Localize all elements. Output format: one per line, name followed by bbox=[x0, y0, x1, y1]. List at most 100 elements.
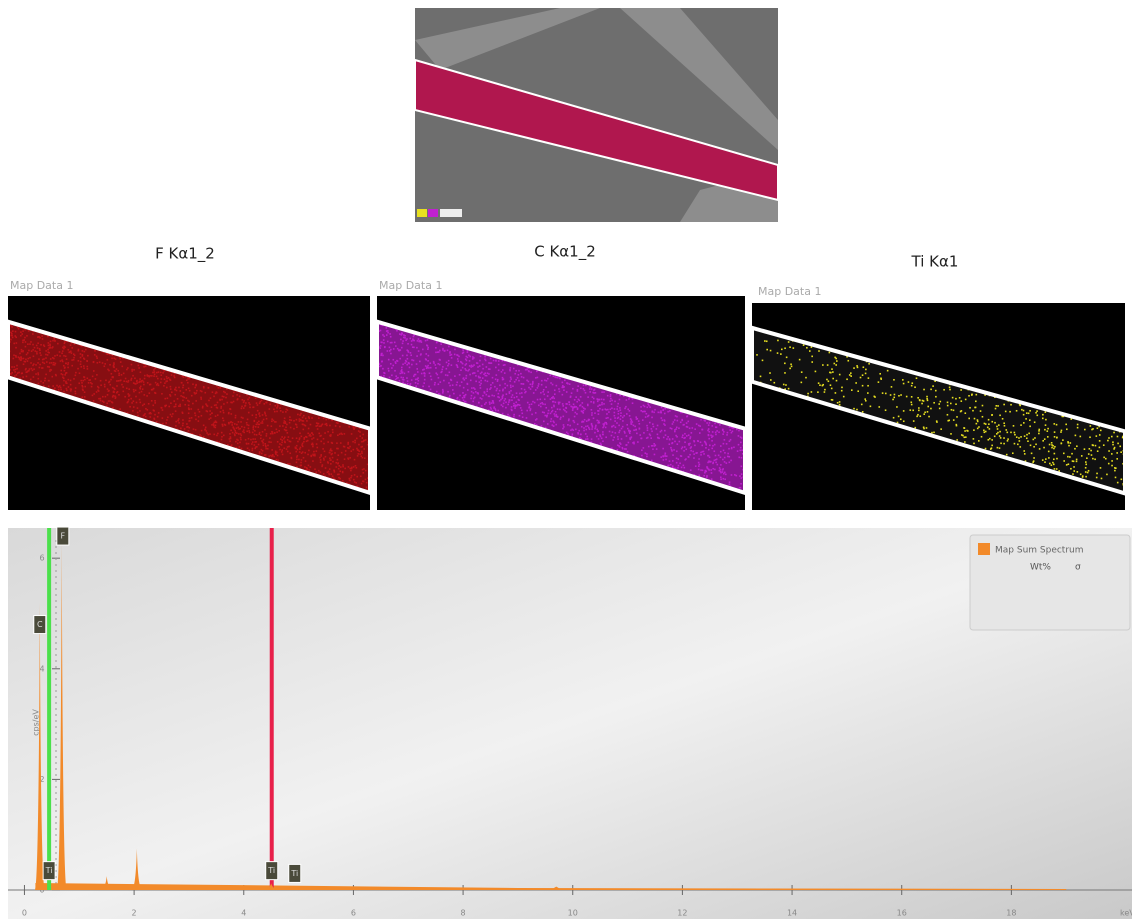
map-dot bbox=[810, 391, 813, 393]
map-dot bbox=[308, 469, 310, 471]
map-dot bbox=[802, 344, 805, 346]
map-dot bbox=[183, 428, 186, 430]
map-dot bbox=[934, 389, 937, 392]
map-dot bbox=[53, 364, 56, 366]
map-dot bbox=[261, 440, 263, 442]
map-dot bbox=[1116, 452, 1118, 454]
map-dot bbox=[1100, 477, 1103, 480]
map-dot bbox=[459, 361, 462, 363]
map-dot bbox=[341, 433, 343, 436]
map-dot bbox=[980, 435, 983, 438]
map-dot bbox=[407, 342, 409, 345]
map-dot bbox=[699, 425, 701, 427]
map-dot bbox=[510, 396, 513, 398]
map-dot bbox=[1056, 457, 1058, 460]
map-dot bbox=[380, 354, 383, 357]
map-dot bbox=[1042, 413, 1044, 416]
map-dot bbox=[283, 447, 286, 450]
map-dot bbox=[29, 356, 31, 359]
map-dot bbox=[728, 455, 731, 458]
map-dot bbox=[518, 414, 521, 417]
map-dot bbox=[1113, 448, 1115, 450]
map-dot bbox=[489, 357, 492, 360]
map-dot bbox=[724, 451, 726, 454]
map-dot bbox=[583, 427, 585, 429]
map-dot bbox=[591, 396, 594, 398]
map-dot bbox=[448, 345, 450, 348]
map-dot bbox=[999, 437, 1002, 439]
map-dot bbox=[660, 456, 662, 458]
map-dot bbox=[84, 378, 86, 381]
map-dot bbox=[494, 378, 497, 381]
map-dot bbox=[45, 361, 48, 363]
map-dot bbox=[394, 361, 397, 363]
map-dot bbox=[542, 420, 545, 423]
map-dot bbox=[833, 362, 836, 365]
map-dot bbox=[715, 433, 717, 436]
map-dot bbox=[69, 379, 72, 382]
map-dot bbox=[622, 420, 624, 422]
map-dot bbox=[219, 399, 221, 401]
map-dot bbox=[390, 348, 392, 351]
map-dot bbox=[330, 473, 333, 475]
map-dot bbox=[551, 424, 554, 426]
map-dot bbox=[153, 373, 156, 376]
map-dot bbox=[470, 397, 472, 400]
map-dot bbox=[517, 364, 519, 366]
map-dot bbox=[209, 410, 211, 412]
map-dot bbox=[295, 450, 298, 453]
map-dot bbox=[430, 378, 433, 381]
map-dot bbox=[576, 408, 579, 411]
map-dot bbox=[435, 367, 437, 369]
map-dot bbox=[1017, 443, 1019, 446]
map-dot bbox=[188, 417, 191, 420]
map-dot bbox=[378, 365, 381, 368]
map-dot bbox=[621, 446, 624, 449]
map-dot bbox=[622, 395, 625, 397]
map-dot bbox=[187, 425, 189, 428]
map-dot bbox=[538, 404, 540, 407]
map-dot bbox=[155, 375, 158, 378]
map-dot bbox=[81, 396, 84, 398]
map-dot bbox=[126, 401, 129, 404]
map-dot bbox=[13, 342, 16, 345]
map-dot bbox=[45, 350, 47, 352]
map-dot bbox=[229, 433, 231, 435]
map-dot bbox=[154, 400, 156, 402]
map-dot bbox=[996, 428, 999, 430]
map-dot bbox=[952, 409, 955, 412]
map-dot bbox=[106, 358, 109, 361]
map-dot bbox=[96, 362, 99, 364]
map-dot bbox=[726, 455, 729, 458]
map-dot bbox=[708, 460, 711, 463]
map-dot bbox=[862, 366, 865, 369]
map-dot bbox=[720, 471, 722, 474]
map-dot bbox=[154, 392, 157, 395]
map-dot bbox=[441, 388, 444, 391]
map-dot bbox=[573, 399, 576, 401]
map-dot bbox=[242, 401, 245, 404]
map-dot bbox=[722, 433, 724, 435]
map-dot bbox=[445, 367, 448, 370]
map-dot bbox=[167, 416, 169, 419]
map-dot bbox=[94, 378, 97, 380]
map-dot bbox=[676, 419, 679, 422]
map-dot bbox=[295, 461, 298, 464]
map-dot bbox=[973, 442, 975, 445]
map-dot bbox=[576, 413, 578, 415]
map-dot bbox=[491, 409, 494, 412]
map-dot bbox=[472, 392, 475, 394]
map-dot bbox=[484, 403, 486, 406]
map-dot bbox=[512, 367, 515, 370]
map-dot bbox=[313, 450, 315, 453]
map-dot bbox=[534, 422, 536, 425]
map-dot bbox=[987, 418, 990, 421]
map-dot bbox=[229, 440, 231, 442]
map-dot bbox=[464, 368, 467, 370]
map-dot bbox=[248, 449, 251, 452]
map-dot bbox=[714, 454, 717, 457]
map-dot bbox=[406, 338, 408, 340]
map-dot bbox=[315, 443, 318, 445]
map-dot bbox=[506, 384, 509, 387]
map-dot bbox=[1023, 450, 1026, 452]
